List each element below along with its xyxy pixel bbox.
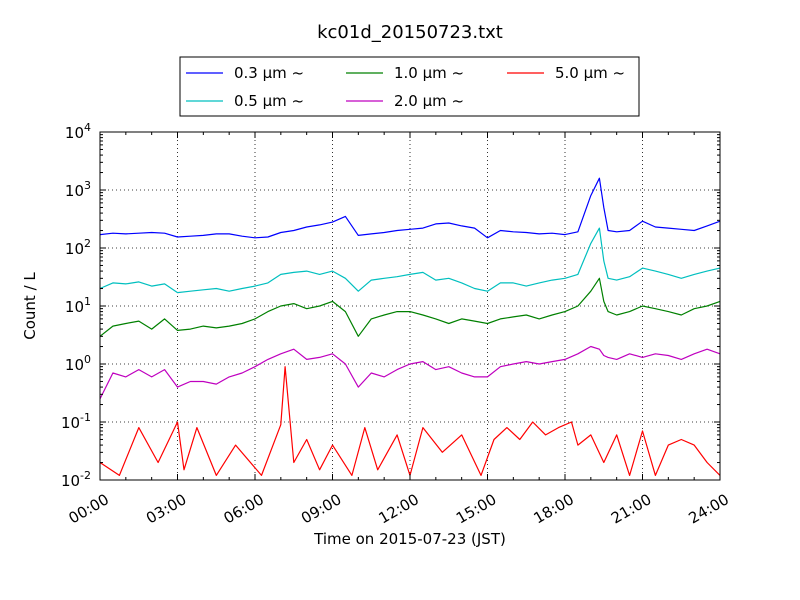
- x-tick-label: 00:00: [66, 490, 112, 527]
- plot-area: [99, 131, 721, 481]
- y-tick-label: 101: [65, 295, 91, 316]
- legend-label: 5.0 μm ~: [555, 64, 625, 82]
- y-tick-label: 100: [65, 353, 91, 374]
- y-tick-label: 102: [65, 237, 91, 258]
- x-tick-label: 03:00: [143, 490, 189, 527]
- x-tick-label: 18:00: [531, 490, 577, 527]
- series-group: [99, 177, 721, 476]
- series-line-1-0: [99, 277, 721, 337]
- series-line-0-3: [99, 177, 721, 239]
- legend-label: 2.0 μm ~: [394, 92, 464, 110]
- y-axis-label: Count / L: [21, 272, 39, 340]
- grid: [100, 132, 720, 480]
- legend: 0.3 μm ~ 0.5 μm ~ 1.0 μm ~ 2.0 μm ~ 5.0 μm ~: [179, 56, 640, 117]
- x-axis-label: Time on 2015-07-23 (JST): [313, 530, 506, 548]
- y-tick-label: 103: [65, 179, 91, 200]
- x-tick-label: 06:00: [221, 490, 267, 527]
- legend-frame: [179, 56, 640, 117]
- x-tick-label: 09:00: [298, 490, 344, 527]
- legend-label: 0.3 μm ~: [234, 64, 304, 82]
- legend-label: 1.0 μm ~: [394, 64, 464, 82]
- ticks: [99, 131, 721, 481]
- x-tick-label: 24:00: [686, 490, 732, 527]
- legend-label: 0.5 μm ~: [234, 92, 304, 110]
- x-tick-label: 15:00: [453, 490, 499, 527]
- x-tick-label: 12:00: [376, 490, 422, 527]
- series-line-2-0: [99, 345, 721, 400]
- y-tick-label: 10-1: [61, 411, 91, 432]
- x-tick-labels: 00:00 03:00 06:00 09:00 12:00 15:00 18:00 21:00…: [66, 490, 732, 527]
- legend-items: 0.3 μm ~ 0.5 μm ~ 1.0 μm ~ 2.0 μm ~ 5.0 μm ~: [186, 64, 625, 110]
- y-tick-labels: 10-2 10-1 100 101 102 103 104: [61, 121, 91, 490]
- chart-title: kc01d_20150723.txt: [317, 22, 503, 43]
- series-line-0-5: [99, 227, 721, 294]
- y-tick-label: 104: [65, 121, 91, 142]
- y-tick-label: 10-2: [61, 469, 91, 490]
- x-tick-label: 21:00: [608, 490, 654, 527]
- series-line-5-0: [99, 366, 721, 476]
